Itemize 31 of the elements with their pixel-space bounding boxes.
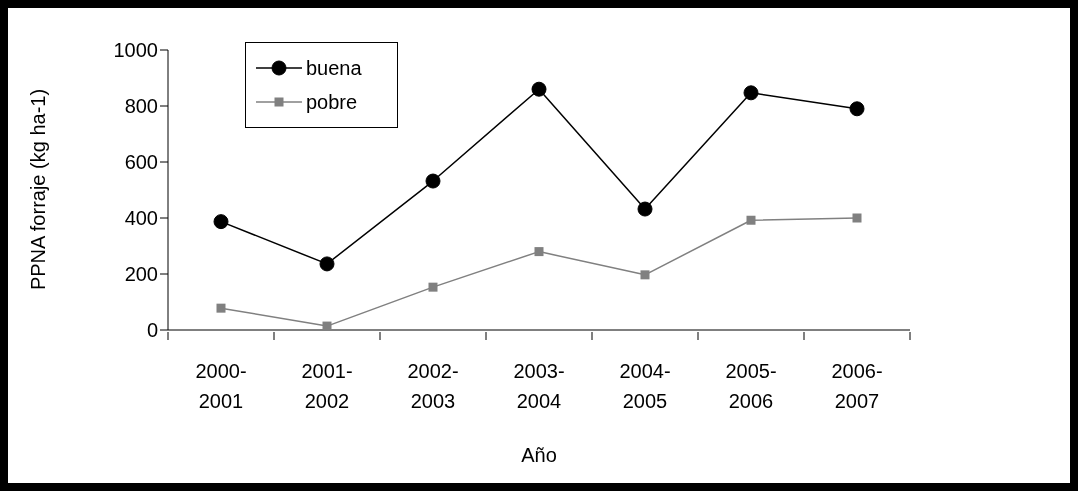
point xyxy=(743,85,759,101)
point xyxy=(852,213,862,223)
y-tick-label: 200 xyxy=(124,263,158,286)
y-axis-title: PPNA forraje (kg ha-1) xyxy=(26,87,50,293)
point xyxy=(322,321,332,330)
point xyxy=(428,282,438,292)
x-tick-label: 2001-2002 xyxy=(301,360,353,412)
x-tick-label: 2002-2003 xyxy=(407,360,459,412)
x-tick-label: 2006-2007 xyxy=(831,360,883,412)
x-axis-title: Año xyxy=(520,444,558,467)
point xyxy=(531,81,547,97)
point xyxy=(640,270,650,280)
point xyxy=(534,247,544,257)
y-tick-label: 1000 xyxy=(113,39,158,62)
point xyxy=(319,256,335,272)
y-tick-label: 400 xyxy=(124,207,158,230)
x-tick-label: 2003-2004 xyxy=(513,360,565,412)
y-tick-label: 600 xyxy=(124,151,158,174)
point xyxy=(425,173,441,189)
x-tick-label: 2004-2005 xyxy=(619,360,671,412)
legend-label: pobre xyxy=(306,90,358,114)
point xyxy=(213,214,229,230)
point xyxy=(216,303,226,313)
point xyxy=(637,201,653,217)
point xyxy=(849,101,865,117)
y-tick-label: 800 xyxy=(124,95,158,118)
x-tick-label: 2005-2006 xyxy=(725,360,777,412)
y-tick-label: 0 xyxy=(146,319,158,342)
legend-label: buena xyxy=(306,56,362,80)
x-tick-label: 2000-2001 xyxy=(195,360,247,412)
point xyxy=(746,215,756,225)
